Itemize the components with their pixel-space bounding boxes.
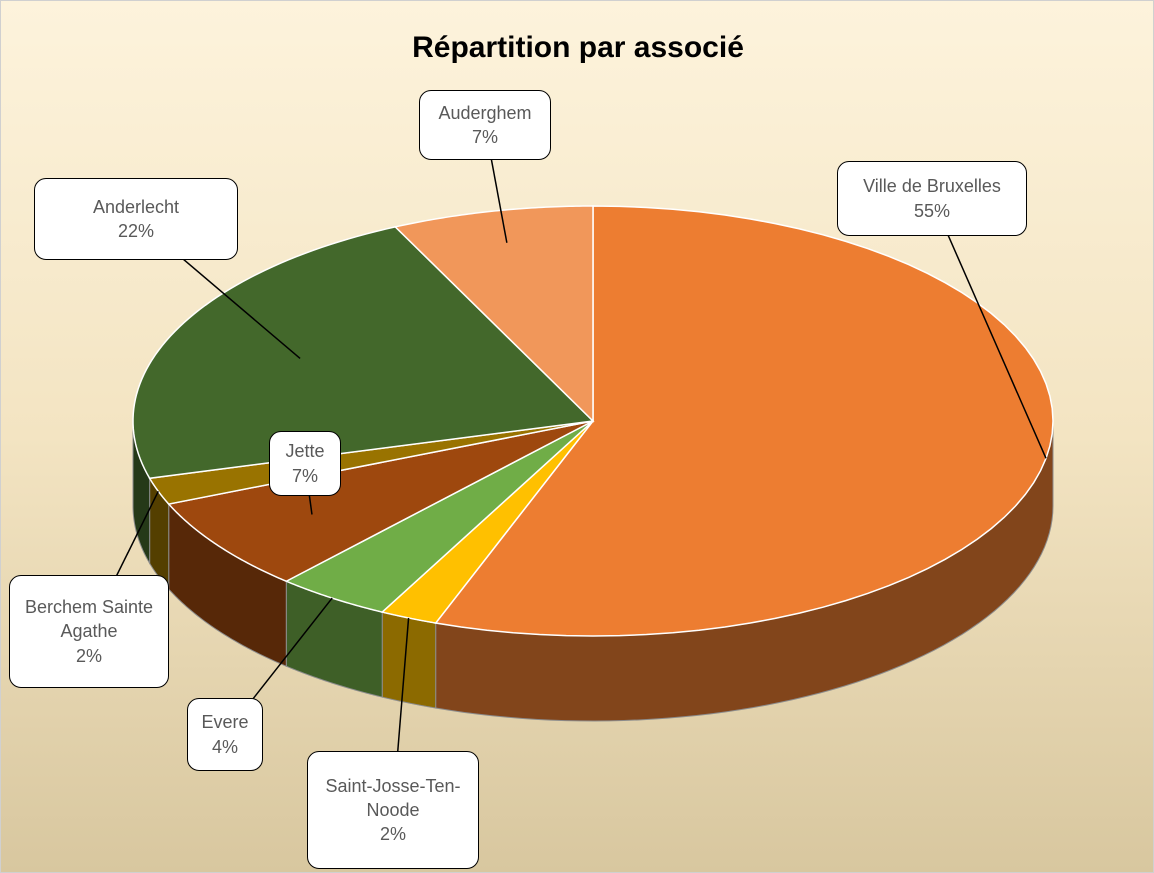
label-name: Auderghem <box>438 102 532 123</box>
slice <box>132 226 595 480</box>
leader-line <box>931 198 1047 459</box>
label-name: Ville de Bruxelles <box>863 176 1001 197</box>
data-label: Saint-Josse-Ten-Noode 2% <box>307 751 479 869</box>
chart-title: Répartition par associé <box>412 31 744 64</box>
slice <box>393 205 594 423</box>
slice-side <box>381 611 437 709</box>
data-label: Auderghem 7% <box>419 90 551 160</box>
data-label: Jette 7% <box>269 431 341 496</box>
label-name: Jette <box>285 441 325 462</box>
label-value: 2% <box>379 824 406 845</box>
slice <box>380 420 594 624</box>
slice <box>284 420 594 613</box>
data-label: Berchem Sainte Agathe 2% <box>9 575 169 688</box>
label-value: 4% <box>211 736 238 757</box>
label-value: 7% <box>471 127 498 147</box>
label-value: 2% <box>75 645 102 666</box>
label-value: 55% <box>913 200 951 221</box>
label-name: Evere <box>201 712 249 733</box>
data-label: Anderlecht 22% <box>34 178 238 260</box>
label-name: Berchem Sainte Agathe <box>24 597 154 642</box>
slice <box>167 420 594 583</box>
label-value: 7% <box>291 465 318 486</box>
label-name: Anderlecht <box>92 196 180 217</box>
label-name: Saint-Josse-Ten-Noode <box>325 775 461 820</box>
data-label: Ville de Bruxelles 55% <box>837 161 1027 236</box>
label-value: 22% <box>117 221 155 241</box>
data-label: Evere 4% <box>187 698 263 771</box>
